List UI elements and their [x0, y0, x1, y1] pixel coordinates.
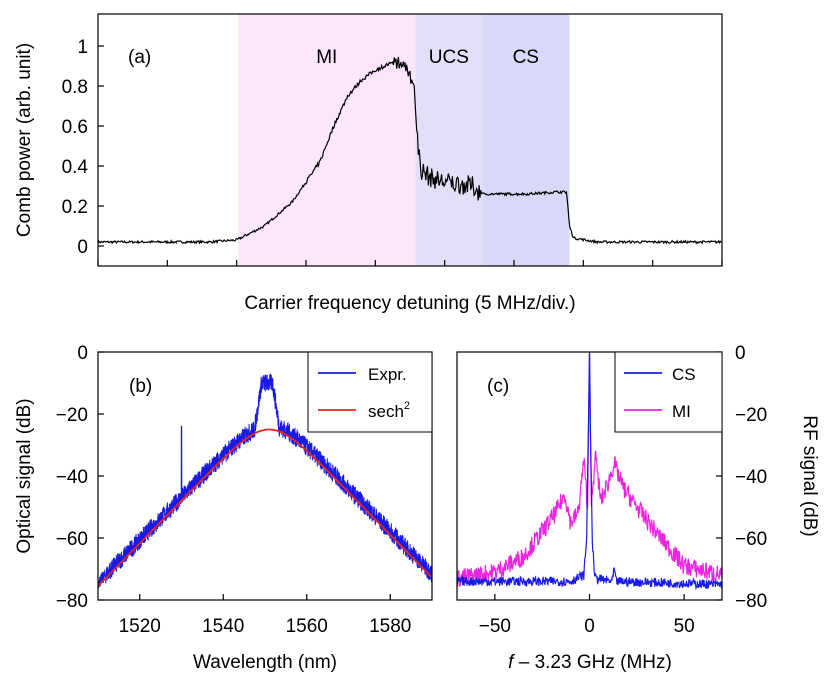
region-label-cs: CS	[513, 47, 539, 68]
y-tick-label: 0.4	[62, 157, 89, 178]
y-tick-label: 0	[77, 237, 88, 258]
y-tick-label: 1	[77, 37, 88, 58]
panel-a-label: (a)	[128, 47, 151, 68]
panel-c-xlabel: f – 3.23 GHz (MHz)	[508, 652, 672, 673]
regime-regions: MI UCS CS	[238, 14, 570, 266]
y-tick-label: 0	[77, 343, 88, 364]
panel-a-ylabel: Comb power (arb. unit)	[14, 43, 35, 237]
panel-c: −50 0 50 −80 −60 −40 −20 0 (c) CS MI f – 3.23 G…	[456, 343, 820, 673]
y-tick-label: 0.6	[62, 117, 88, 138]
panel-b-ylabel: Optical signal (dB)	[14, 398, 35, 553]
region-label-mi: MI	[316, 47, 337, 68]
panel-a-xlabel: Carrier frequency detuning (5 MHz/div.)	[244, 293, 575, 314]
x-tick-label: 50	[674, 616, 695, 637]
y-tick-label: −80	[735, 591, 767, 612]
panel-b-legend: Expr. sech2	[307, 351, 433, 433]
expr-series	[98, 373, 432, 589]
y-tick-label: −80	[56, 591, 88, 612]
cs-series	[457, 352, 722, 591]
sech2-series	[98, 428, 432, 587]
x-tick-label: 1520	[119, 616, 161, 637]
legend-box	[307, 351, 433, 433]
x-tick-label: 1580	[369, 616, 411, 637]
y-tick-label: −40	[56, 467, 88, 488]
panel-b-label: (b)	[129, 376, 152, 397]
y-tick-label: −60	[735, 529, 767, 550]
panel-c-ticks: −50 0 50 −80 −60 −40 −20 0	[479, 343, 767, 637]
mi-series	[457, 352, 722, 588]
panel-c-ylabel: RF signal (dB)	[799, 415, 820, 536]
y-tick-label: −20	[56, 405, 88, 426]
panel-c-legend: CS MI	[614, 351, 723, 433]
panel-b-frame	[97, 351, 433, 601]
y-tick-label: 0	[735, 343, 746, 364]
legend-label-sech2: sech2	[368, 400, 410, 421]
panel-c-frame	[456, 351, 723, 601]
region-cs	[482, 14, 570, 266]
x-tick-label: 1540	[202, 616, 244, 637]
y-tick-label: 0.8	[62, 77, 88, 98]
y-tick-label: −20	[735, 405, 767, 426]
comb-power-trace	[97, 56, 722, 245]
panel-a-frame	[97, 13, 723, 267]
panel-b-ticks: 1520 1540 1560 1580 −80 −60 −40 −20 0	[56, 343, 412, 637]
y-tick-label: −60	[56, 529, 88, 550]
y-tick-label: 0.2	[62, 197, 88, 218]
legend-label-expr: Expr.	[368, 365, 407, 384]
x-tick-label: 0	[584, 616, 595, 637]
region-ucs	[415, 14, 483, 266]
panel-b-xlabel: Wavelength (nm)	[193, 652, 337, 673]
y-tick-label: −40	[735, 467, 767, 488]
legend-box	[614, 351, 723, 433]
region-label-ucs: UCS	[429, 47, 469, 68]
region-mi	[238, 14, 416, 266]
panel-a-ticks: 0 0.2 0.4 0.6 0.8 1	[62, 37, 723, 266]
x-tick-label: −50	[479, 616, 511, 637]
legend-label-cs: CS	[672, 365, 696, 384]
x-tick-label: 1560	[286, 616, 328, 637]
panel-a: MI UCS CS 0 0.2 0.4 0.6 0.8 1 (a) Carrier frequ…	[14, 13, 723, 314]
panel-b: 1520 1540 1560 1580 −80 −60 −40 −20 0 (b) Expr. …	[14, 343, 433, 673]
panel-c-label: (c)	[487, 376, 509, 397]
legend-label-mi: MI	[672, 402, 691, 421]
